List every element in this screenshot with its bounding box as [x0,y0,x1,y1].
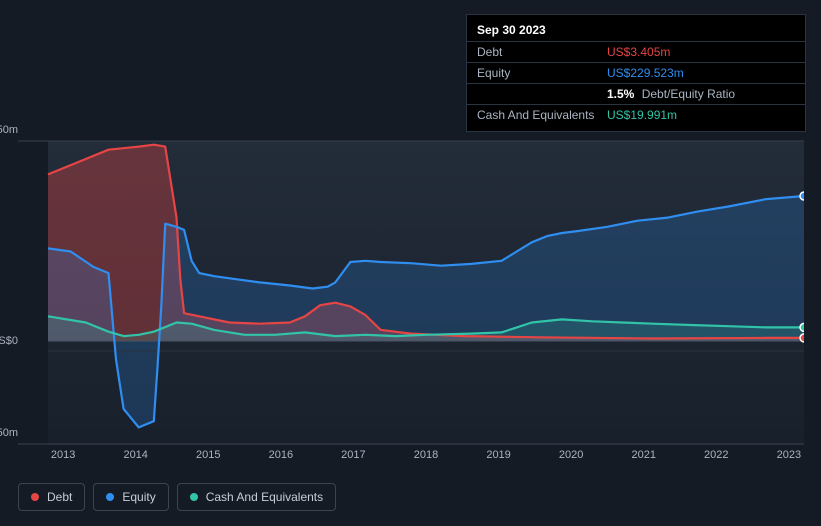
x-axis-label: 2014 [123,449,147,461]
x-axis-label: 2018 [414,449,438,461]
x-axis-label: 2022 [704,449,728,461]
x-axis-label: 2020 [559,449,583,461]
ratio-value: 1.5% [607,87,634,101]
x-axis-label: 2019 [486,449,510,461]
tooltip-row-ratio: 1.5% Debt/Equity Ratio [467,83,805,104]
tooltip-date: Sep 30 2023 [467,21,805,41]
tooltip-row-cash: Cash And Equivalents US$19.991m [467,104,805,125]
tooltip-value: US$229.523m [607,66,684,80]
tooltip-row-debt: Debt US$3.405m [467,41,805,62]
legend-dot [31,493,39,501]
tooltip-label: Equity [477,66,607,80]
y-axis-label: -US$150m [0,427,18,439]
chart-area[interactable]: US$350m US$0 -US$150m [18,125,804,445]
legend-label: Cash And Equivalents [206,490,323,504]
legend: Debt Equity Cash And Equivalents [18,483,336,511]
legend-dot [106,493,114,501]
tooltip-label: Cash And Equivalents [477,108,607,122]
tooltip-label: Debt [477,45,607,59]
x-axis-label: 2023 [777,449,801,461]
chart-svg [18,125,804,445]
x-axis: 2013 2014 2015 2016 2017 2018 2019 2020 2021 2022… [18,449,804,469]
legend-label: Equity [122,490,155,504]
tooltip-value: US$19.991m [607,108,677,122]
x-axis-label: 2017 [341,449,365,461]
x-axis-label: 2013 [51,449,75,461]
y-axis-label: US$350m [0,124,18,136]
tooltip-row-equity: Equity US$229.523m [467,62,805,83]
legend-label: Debt [47,490,72,504]
y-axis-label: US$0 [0,335,18,347]
tooltip-value: US$3.405m [607,45,670,59]
legend-dot [190,493,198,501]
legend-item-debt[interactable]: Debt [18,483,85,511]
legend-item-cash[interactable]: Cash And Equivalents [177,483,336,511]
chart-tooltip: Sep 30 2023 Debt US$3.405m Equity US$229… [466,14,806,132]
tooltip-label [477,87,607,101]
x-axis-label: 2016 [269,449,293,461]
legend-item-equity[interactable]: Equity [93,483,168,511]
x-axis-label: 2021 [631,449,655,461]
x-axis-label: 2015 [196,449,220,461]
ratio-label: Debt/Equity Ratio [642,87,735,101]
